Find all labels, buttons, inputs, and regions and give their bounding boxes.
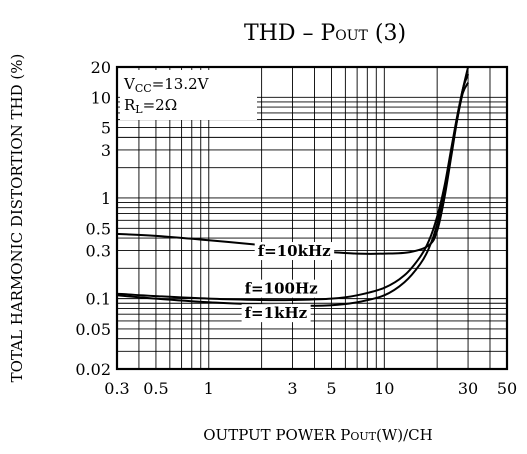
vcc-sub: CC [135, 82, 152, 95]
y-tick-label: 0.05 [75, 320, 111, 339]
x-axis-label-sub: OUT [350, 430, 376, 443]
x-tick-label: 10 [374, 379, 394, 398]
rl-main: R [124, 96, 136, 114]
y-tick-label: 3 [101, 141, 111, 160]
x-tick-label: 0.3 [104, 379, 129, 398]
y-axis-label: TOTAL HARMONIC DISTORTION THD (%) [8, 54, 26, 383]
series-label-bg [241, 279, 322, 298]
series-label: f=10kHz [258, 242, 331, 260]
chart-title: THD – POUT (3) [244, 21, 406, 46]
vcc-condition: VCC=13.2V [123, 75, 210, 95]
series-group: f=10kHz f=100Hz f=1kHz [116, 66, 470, 323]
x-tick-label: 1 [204, 379, 214, 398]
conditions-box [120, 70, 257, 120]
rl-sub: L [135, 103, 143, 116]
series-line [116, 82, 469, 307]
y-tick-label: 5 [101, 119, 111, 138]
x-axis-label: OUTPUT POWER POUT(W)/CH [203, 426, 432, 444]
y-tick-label: 0.5 [86, 219, 111, 238]
chart-title-tail: (3) [368, 21, 406, 46]
y-tick-label: 10 [91, 88, 111, 107]
vcc-main: V [123, 75, 136, 93]
x-tick-label: 0.5 [143, 379, 168, 398]
x-tick-label: 5 [326, 379, 336, 398]
y-tick-label: 1 [101, 189, 111, 208]
x-tick-label: 50 [497, 379, 517, 398]
y-tick-label: 0.02 [75, 360, 111, 379]
chart-title-main: THD – P [244, 21, 335, 46]
rl-tail: =2Ω [143, 96, 178, 114]
y-tick-label: 0.1 [86, 290, 111, 309]
series-label: f=100Hz [245, 280, 319, 298]
x-axis-label-tail: (W)/CH [376, 426, 433, 444]
x-axis-label-main: OUTPUT POWER P [203, 426, 350, 444]
series-label-bg [241, 304, 311, 323]
chart-title-sub: OUT [335, 28, 368, 44]
series-label-bg [254, 242, 335, 261]
y-tick-label: 20 [91, 58, 111, 77]
series-label: f=1kHz [245, 304, 308, 322]
y-tick-label: 0.3 [86, 242, 111, 261]
vcc-tail: =13.2V [152, 75, 210, 93]
tick-labels: 0.3 0.5 1 3 5 10 30 50 0.02 0.05 0.1 0.3 0.5 1 3 5 10 20 [75, 58, 517, 398]
x-tick-label: 30 [458, 379, 478, 398]
plot-frame [115, 65, 509, 371]
rl-condition: RL=2Ω [124, 96, 177, 116]
x-tick-label: 3 [287, 379, 297, 398]
